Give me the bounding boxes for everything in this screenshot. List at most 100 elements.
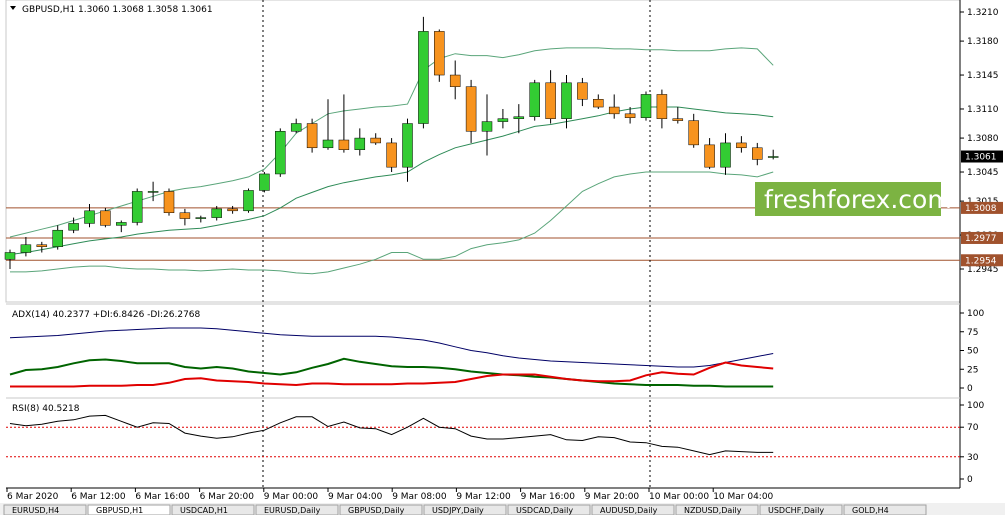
rsi-title: RSI(8) 40.5218 [12,404,80,414]
bullish-candle [720,142,731,168]
adx-tick-label: 50 [967,347,979,357]
bearish-candle [704,144,715,168]
bearish-candle [449,74,461,87]
watermark-text: freshforex.com [764,185,952,214]
bullish-candle [68,223,79,231]
chart-tab-label[interactable]: USDJPY,Daily [432,506,484,515]
bullish-candle [290,123,302,132]
bearish-candle [608,106,620,115]
rsi-tick-label: 0 [967,475,973,485]
bearish-candle [36,244,48,247]
time-tick-label: 9 Mar 08:00 [392,492,447,502]
adx-panel: 100 75 50 25 0 [9,309,984,394]
time-tick-label: 9 Mar 20:00 [585,492,640,502]
chart-tab-label[interactable]: GBPUSD,H1 [96,506,143,515]
chart-tab[interactable] [3,504,87,515]
chart-tab[interactable] [87,504,171,515]
chart-tab[interactable] [171,504,255,515]
chart-tab[interactable] [843,504,927,515]
rsi-tick-label: 100 [967,401,984,411]
time-axis: 6 Mar 2020 6 Mar 12:00 6 Mar 16:00 6 Mar 20… [6,488,774,502]
watermark-badge [755,182,941,216]
candles [4,16,779,269]
level-price-label: 1.2977 [965,234,997,244]
minus-di-line [10,361,774,388]
bearish-candle [736,142,747,149]
price-tick-label: 1.3210 [967,8,999,18]
level-price-labels: 1.3008 1.2977 1.2954 1.3061 [961,150,1003,267]
bearish-candle [545,82,556,119]
bearish-candle [100,210,111,226]
bearish-candle [465,86,477,132]
adx-tick-label: 75 [967,328,978,338]
bullish-candle [354,137,366,150]
level-price-label: 1.2954 [965,256,997,266]
bullish-candle [322,139,334,149]
bearish-candle [306,123,318,149]
price-tick-label: 1.2945 [967,265,999,275]
bullish-candle [84,210,95,224]
chart-tab[interactable] [255,504,339,515]
bearish-candle [624,113,636,118]
bullish-candle [147,191,159,193]
plus-di-line [9,357,774,388]
adx-title: ADX(14) 40.2377 +DI:6.8426 -DI:26.2768 [12,310,201,320]
rsi-tick-label: 30 [967,453,979,463]
bearish-candle [370,137,381,144]
time-tick-label: 6 Mar 20:00 [200,492,255,502]
chart-tab-label[interactable]: EURUSD,Daily [264,506,321,515]
bullish-candle [640,94,652,118]
bullish-candle [52,229,63,247]
chart-tab[interactable] [339,504,423,515]
chart-tab[interactable] [759,504,843,515]
price-tick-label: 1.3110 [967,105,999,115]
level-price-box [961,201,1003,214]
chart-tab[interactable] [423,504,507,515]
bearish-candle [577,82,588,100]
chart-tab-label[interactable]: AUDUSD,Daily [600,506,658,515]
adx-tick-label: 100 [967,309,984,319]
bearish-candle [163,191,175,214]
adx-tick-label: 0 [967,384,973,394]
bullish-candle [131,191,143,223]
bullish-candle [243,190,254,212]
price-tick-label: 1.3045 [967,168,999,178]
bullish-candle [513,116,525,119]
price-tick-label: 1.3180 [967,37,999,47]
bearish-candle [752,147,763,160]
bearish-candle [672,118,684,121]
triangle-down-icon[interactable] [10,6,16,10]
chart-tab[interactable] [591,504,675,515]
chart-tab[interactable] [507,504,591,515]
bearish-candle [227,208,238,212]
bullish-candle [20,244,32,253]
price-tick-label: 1.3145 [967,71,999,81]
time-tick-label: 10 Mar 00:00 [649,492,709,502]
chart-tab-label[interactable]: USDCAD,H1 [180,506,228,515]
bullish-candle [275,131,286,175]
bullish-candle [211,208,222,218]
bullish-candle [116,222,127,226]
chart-tab-label[interactable]: GOLD,H4 [852,506,889,515]
current-price-label: 1.3061 [965,153,997,163]
chart-tab[interactable] [675,504,759,515]
bearish-candle [179,212,191,219]
bearish-candle [338,139,350,150]
chart-tab-label[interactable]: NZDUSD,Daily [684,506,742,515]
price-tick-label: 1.3080 [967,134,999,144]
adx-line [9,327,774,368]
chart-tab-label[interactable]: USDCHF,Daily [768,506,824,515]
bearish-candle [656,94,668,119]
lower-band-line [10,171,774,275]
chart-tab-label[interactable]: GBPUSD,Daily [348,506,405,515]
time-tick-label: 6 Mar 2020 [7,492,59,502]
chart-tab-label[interactable]: USDCAD,Daily [516,506,573,515]
chart-tab-label[interactable]: EURUSD,H4 [12,506,59,515]
rsi-tick-label: 70 [967,423,979,433]
bullish-candle [259,173,270,191]
adx-tick-label: 25 [967,365,978,375]
bullish-candle [418,31,429,124]
rsi-panel: 100 70 30 0 [6,401,984,485]
chart-title: GBPUSD,H1 1.3060 1.3068 1.3058 1.3061 [22,5,213,15]
